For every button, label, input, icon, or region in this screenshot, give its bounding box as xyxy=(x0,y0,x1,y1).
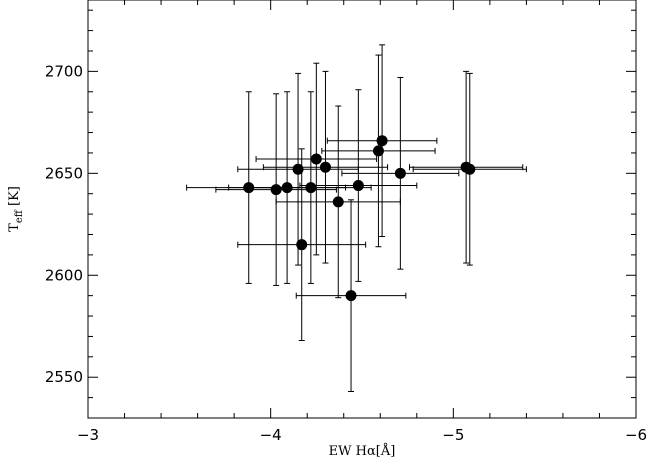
tick-labels: −3 −4 −5 −6 2550 2600 2650 2700 xyxy=(45,62,647,444)
data-point xyxy=(345,290,357,302)
plot-frame xyxy=(87,0,637,419)
y-tick-label: 2550 xyxy=(45,368,83,386)
data-point xyxy=(281,182,293,194)
y-axis-label-sub: eff xyxy=(14,209,25,223)
y-axis-label-main: T xyxy=(7,223,22,232)
x-tick-label: −5 xyxy=(442,426,464,444)
data-point xyxy=(372,145,384,157)
y-tick-label: 2600 xyxy=(45,266,83,284)
data-point xyxy=(270,184,282,196)
data-point xyxy=(292,163,304,175)
y-tick-label: 2650 xyxy=(45,164,83,182)
data-point xyxy=(352,180,364,192)
data-point xyxy=(305,182,317,194)
x-tick-label: −6 xyxy=(625,426,647,444)
y-axis-label: Teff [K] xyxy=(7,186,25,232)
axis-ticks xyxy=(87,0,637,419)
x-tick-label: −3 xyxy=(77,426,99,444)
data-point xyxy=(464,163,476,175)
data-point xyxy=(319,161,331,173)
data-point xyxy=(376,135,388,147)
data-point xyxy=(310,153,322,165)
data-points xyxy=(243,135,476,302)
y-axis-label-unit: [K] xyxy=(7,186,22,210)
data-point xyxy=(394,167,406,179)
x-tick-label: −4 xyxy=(260,426,282,444)
data-point xyxy=(243,182,255,194)
data-point xyxy=(296,239,308,251)
y-tick-label: 2700 xyxy=(45,62,83,80)
error-bars xyxy=(186,44,527,392)
x-axis-label: EW Hα[Å] xyxy=(329,443,396,459)
data-point xyxy=(332,196,344,208)
